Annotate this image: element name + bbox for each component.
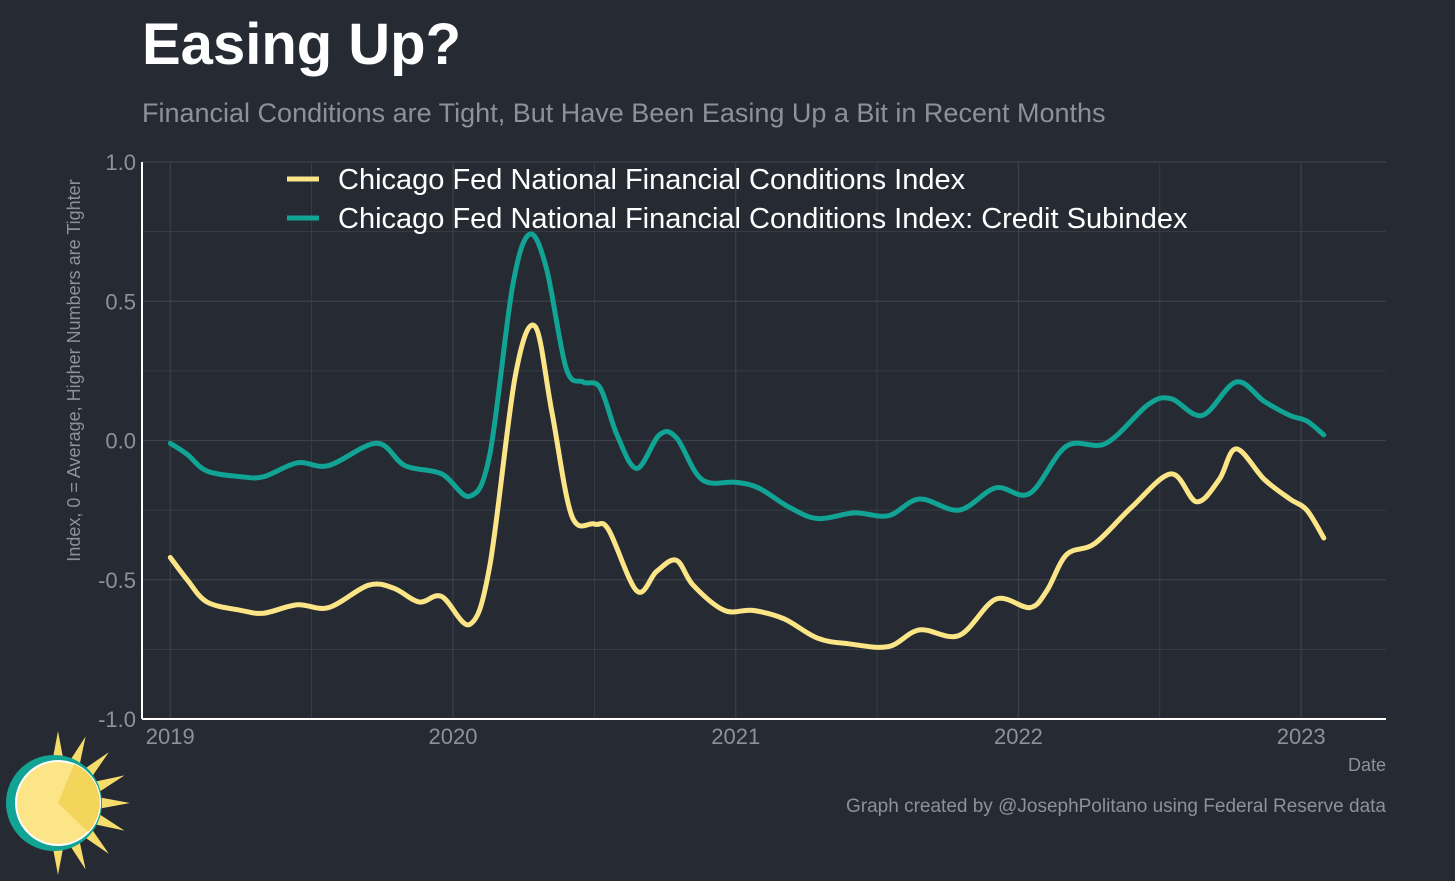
axis-layer: -1.0 -0.5 0.0 0.5 1.0 2019 2020 2021 2022 2023 <box>98 150 1386 749</box>
sun-ray <box>69 736 86 765</box>
x-tick-label: 2022 <box>994 724 1043 749</box>
credit-subindex-series-line <box>167 231 1327 522</box>
label-layer: Date Index, 0 = Average, Higher Numbers a… <box>64 179 1386 817</box>
legend: Chicago Fed National Financial Condition… <box>287 164 1188 235</box>
sun-ray <box>96 814 125 831</box>
legend-label: Chicago Fed National Financial Condition… <box>338 203 1188 235</box>
y-tick-label: -1.0 <box>98 707 136 732</box>
sun-ray <box>85 752 109 776</box>
x-tick-label: 2020 <box>429 724 478 749</box>
y-tick-label: 1.0 <box>105 150 136 175</box>
y-axis-title: Index, 0 = Average, Higher Numbers are T… <box>64 179 84 561</box>
x-tick-label: 2023 <box>1277 724 1326 749</box>
grid-layer <box>142 161 1386 720</box>
sun-shade <box>58 764 100 832</box>
nfci-series-line <box>167 322 1327 650</box>
x-tick-label: 2019 <box>146 724 195 749</box>
series-layer <box>167 231 1327 650</box>
legend-label: Chicago Fed National Financial Condition… <box>338 164 966 196</box>
sun-ray <box>52 846 64 875</box>
y-tick-label: -0.5 <box>98 568 136 593</box>
y-tick-label: 0.0 <box>105 429 136 454</box>
chart-subtitle: Financial Conditions are Tight, But Have… <box>142 98 1106 128</box>
sun-logo-icon <box>6 731 130 875</box>
source-credit: Graph created by @JosephPolitano using F… <box>846 796 1386 817</box>
chart-title: Easing Up? <box>142 12 462 77</box>
y-tick-label: 0.5 <box>105 289 136 314</box>
sun-ray <box>85 830 109 854</box>
sun-rays <box>52 731 130 875</box>
sun-ray <box>69 841 86 870</box>
sun-ray <box>101 797 130 809</box>
x-tick-label: 2021 <box>711 724 760 749</box>
sun-ray <box>96 775 125 792</box>
sun-ray <box>52 731 64 760</box>
x-axis-title: Date <box>1348 755 1386 775</box>
